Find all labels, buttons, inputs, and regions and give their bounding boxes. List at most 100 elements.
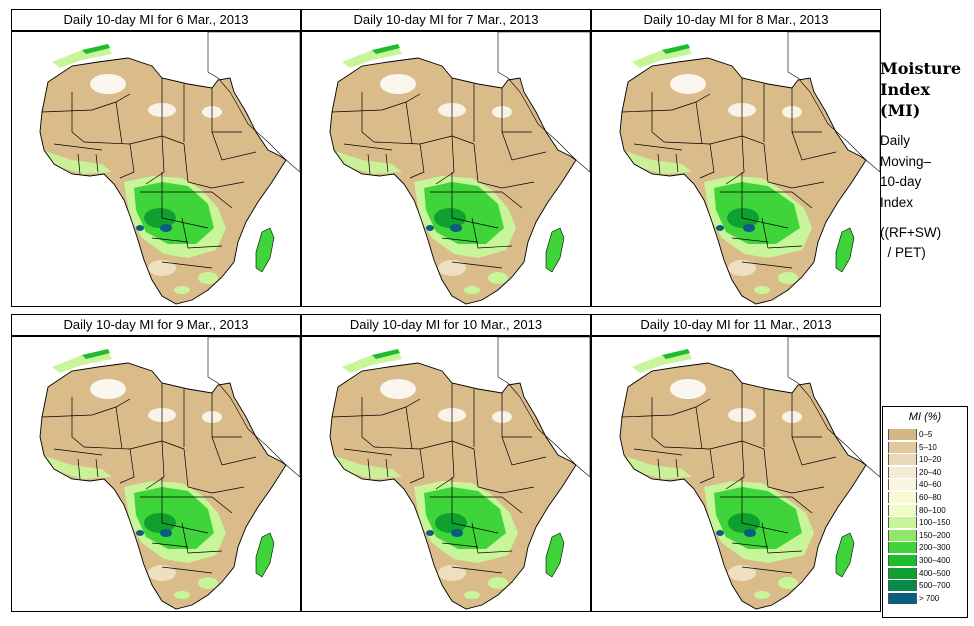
wet-area bbox=[52, 351, 112, 373]
panel-title: Daily 10-day MI for 7 Mar., 2013 bbox=[301, 9, 591, 31]
country-border bbox=[451, 477, 499, 534]
country-border bbox=[451, 261, 503, 269]
country-border bbox=[501, 486, 535, 494]
legend-label: 400–500 bbox=[919, 568, 951, 578]
country-border bbox=[657, 153, 661, 175]
country-border bbox=[761, 217, 803, 249]
wet-area bbox=[622, 150, 692, 174]
country-border bbox=[53, 143, 103, 151]
country-border bbox=[621, 93, 711, 113]
country-border bbox=[161, 172, 209, 229]
country-border bbox=[115, 101, 123, 145]
madagascar bbox=[545, 227, 565, 273]
wet-area bbox=[778, 272, 798, 284]
legend-swatch bbox=[888, 567, 917, 579]
country-border bbox=[633, 448, 683, 456]
country-border bbox=[71, 397, 85, 448]
wet-area bbox=[714, 182, 800, 244]
dry-area bbox=[380, 379, 416, 399]
panel-title: Daily 10-day MI for 10 Mar., 2013 bbox=[301, 314, 591, 336]
country-border bbox=[621, 398, 711, 418]
very-wet-area bbox=[451, 529, 463, 537]
very-wet-area bbox=[426, 225, 434, 231]
dry-area bbox=[90, 74, 126, 94]
country-border bbox=[695, 406, 703, 450]
wet-area bbox=[488, 577, 508, 589]
wet-area bbox=[144, 513, 176, 533]
arabia-outline bbox=[207, 337, 300, 478]
panel-title: Daily 10-day MI for 11 Mar., 2013 bbox=[591, 314, 881, 336]
madagascar bbox=[255, 227, 275, 273]
country-border bbox=[343, 143, 393, 151]
map-canvas bbox=[39, 337, 300, 610]
very-wet-area bbox=[744, 529, 756, 537]
country-border bbox=[145, 135, 165, 185]
map-canvas bbox=[329, 337, 590, 610]
coastline bbox=[619, 362, 867, 610]
wet-area bbox=[134, 487, 214, 549]
legend-title: MI (%) bbox=[908, 411, 942, 423]
country-border bbox=[211, 181, 245, 189]
wet-area bbox=[778, 577, 798, 589]
wet-area bbox=[134, 182, 214, 244]
arabia-outline bbox=[497, 32, 590, 173]
country-border bbox=[71, 92, 85, 143]
panel-title: Daily 10-day MI for 9 Mar., 2013 bbox=[11, 314, 301, 336]
country-border bbox=[41, 93, 131, 113]
very-wet-area bbox=[716, 530, 724, 536]
map-panel-1: Daily 10-day MI for 6 Mar., 2013 bbox=[11, 9, 301, 307]
description-line: Moving– bbox=[880, 153, 932, 169]
country-border bbox=[385, 458, 389, 478]
legend-label: 60–80 bbox=[919, 493, 942, 502]
legend-label: 300–400 bbox=[919, 556, 951, 565]
wet-area bbox=[372, 349, 400, 359]
country-border bbox=[657, 458, 661, 480]
country-border bbox=[145, 440, 165, 490]
wet-area bbox=[372, 44, 400, 54]
wet-area bbox=[424, 487, 506, 549]
country-border bbox=[367, 458, 371, 480]
country-border bbox=[41, 398, 131, 418]
country-border bbox=[501, 131, 547, 161]
country-border bbox=[361, 397, 375, 448]
legend-swatch bbox=[888, 580, 917, 592]
wet-area bbox=[714, 487, 802, 549]
dry-area bbox=[438, 260, 466, 276]
very-wet-area bbox=[160, 224, 172, 232]
country-border bbox=[151, 237, 189, 243]
wet-area bbox=[632, 351, 692, 373]
legend-label: 40–60 bbox=[919, 480, 942, 490]
dry-area bbox=[90, 379, 126, 399]
country-border bbox=[430, 496, 523, 514]
country-border bbox=[441, 237, 479, 243]
country-border bbox=[725, 135, 745, 185]
legend-label: 80–100 bbox=[919, 505, 946, 515]
country-border bbox=[501, 181, 535, 189]
dry-area bbox=[148, 565, 176, 581]
index-formula: ((RF+SW) / PET) bbox=[880, 223, 970, 263]
country-border bbox=[501, 436, 547, 466]
dry-area bbox=[728, 260, 756, 276]
panel-title: Daily 10-day MI for 8 Mar., 2013 bbox=[591, 9, 881, 31]
wet-area bbox=[82, 44, 110, 54]
wet-area bbox=[662, 44, 690, 54]
country-border bbox=[140, 496, 233, 514]
country-border bbox=[53, 448, 103, 456]
legend-label: 200–300 bbox=[919, 543, 951, 553]
country-border bbox=[699, 143, 715, 179]
country-border bbox=[675, 458, 679, 478]
index-description: Daily Moving– 10-day Index bbox=[880, 131, 970, 213]
country-border bbox=[430, 191, 523, 209]
country-border bbox=[409, 448, 425, 484]
wet-area bbox=[198, 272, 218, 284]
africa-map bbox=[301, 31, 591, 307]
country-border bbox=[161, 566, 213, 574]
wet-area bbox=[434, 208, 466, 228]
country-border bbox=[140, 191, 233, 209]
dry-area bbox=[438, 565, 466, 581]
country-border bbox=[451, 566, 503, 574]
country-border bbox=[405, 101, 413, 145]
arabia-outline bbox=[207, 32, 300, 173]
country-border bbox=[741, 172, 789, 229]
color-legend: MI (%) 0–5 5–10 10–20 20–40 40–60 60–80 80–100… bbox=[882, 406, 968, 618]
